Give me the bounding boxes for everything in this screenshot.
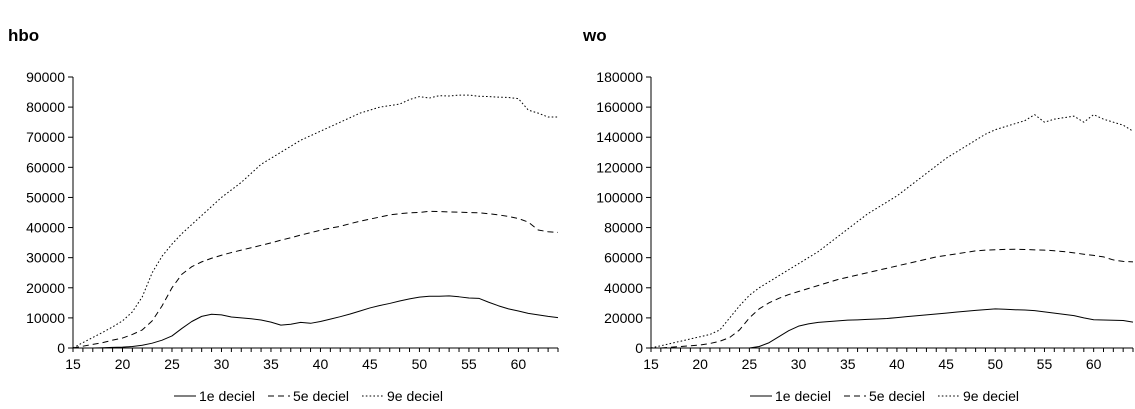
y-tick-label: 60000 <box>604 250 643 266</box>
x-tick-label: 30 <box>214 356 230 372</box>
legend-label: 5e deciel <box>293 388 349 404</box>
legend-label: 1e deciel <box>199 388 255 404</box>
y-tick-label: 50000 <box>26 189 65 205</box>
y-tick-label: 20000 <box>26 280 65 296</box>
legend-label: 1e deciel <box>775 388 831 404</box>
series-line-9e-deciel <box>650 114 1134 349</box>
chart-title: wo <box>582 26 607 45</box>
x-tick-label: 20 <box>115 356 131 372</box>
y-tick-label: 60000 <box>26 159 65 175</box>
x-tick-label: 25 <box>164 356 180 372</box>
x-tick-label: 40 <box>889 356 905 372</box>
y-tick-label: 180000 <box>596 69 643 85</box>
x-tick-label: 55 <box>461 356 477 372</box>
y-tick-label: 100000 <box>596 189 643 205</box>
x-tick-label: 50 <box>412 356 428 372</box>
y-tick-label: 80000 <box>604 220 643 236</box>
x-tick-label: 55 <box>1037 356 1053 372</box>
chart-panel-wo: wo 0 20000 40000 60000 80000 100000 120000 14000… <box>582 26 1134 404</box>
y-tick-label: 20000 <box>604 310 643 326</box>
legend-label: 9e deciel <box>963 388 1019 404</box>
series-line-1e-deciel <box>651 308 1134 349</box>
y-tick-label: 120000 <box>596 159 643 175</box>
x-tick-label: 15 <box>643 356 659 372</box>
x-tick-label: 60 <box>1086 356 1102 372</box>
y-tick-label: 160000 <box>596 99 643 115</box>
y-tick-label: 10000 <box>26 310 65 326</box>
x-tick-label: 60 <box>511 356 527 372</box>
x-tick-label: 35 <box>840 356 856 372</box>
series-line-5e-deciel <box>72 210 559 349</box>
y-tick-label: 70000 <box>26 129 65 145</box>
legend-label: 5e deciel <box>869 388 925 404</box>
y-tick-label: 40000 <box>26 220 65 236</box>
legend-label: 9e deciel <box>387 388 443 404</box>
x-tick-label: 50 <box>987 356 1003 372</box>
x-tick-label: 40 <box>313 356 329 372</box>
y-tick-label: 40000 <box>604 280 643 296</box>
series-line-9e-deciel <box>72 94 558 349</box>
chart-panel-hbo: hbo 0 10000 20000 30000 40000 50000 60000 70000 8… <box>8 26 559 404</box>
x-tick-label: 45 <box>938 356 954 372</box>
y-tick-label: 0 <box>635 340 643 356</box>
y-tick-label: 90000 <box>26 69 65 85</box>
y-tick-label: 140000 <box>596 129 643 145</box>
x-tick-label: 45 <box>362 356 378 372</box>
chart-title: hbo <box>8 26 39 45</box>
x-tick-label: 15 <box>65 356 81 372</box>
chart-legend: 1e deciel 5e deciel 9e deciel <box>750 388 1019 404</box>
x-tick-label: 30 <box>791 356 807 372</box>
y-tick-label: 30000 <box>26 250 65 266</box>
x-tick-label: 25 <box>742 356 758 372</box>
x-tick-label: 35 <box>263 356 279 372</box>
series-line-1e-deciel <box>73 295 559 349</box>
x-tick-label: 20 <box>692 356 708 372</box>
series-line-5e-deciel <box>651 248 1134 349</box>
y-tick-label: 80000 <box>26 99 65 115</box>
y-tick-label: 0 <box>57 340 65 356</box>
chart-legend: 1e deciel 5e deciel 9e deciel <box>174 388 443 404</box>
